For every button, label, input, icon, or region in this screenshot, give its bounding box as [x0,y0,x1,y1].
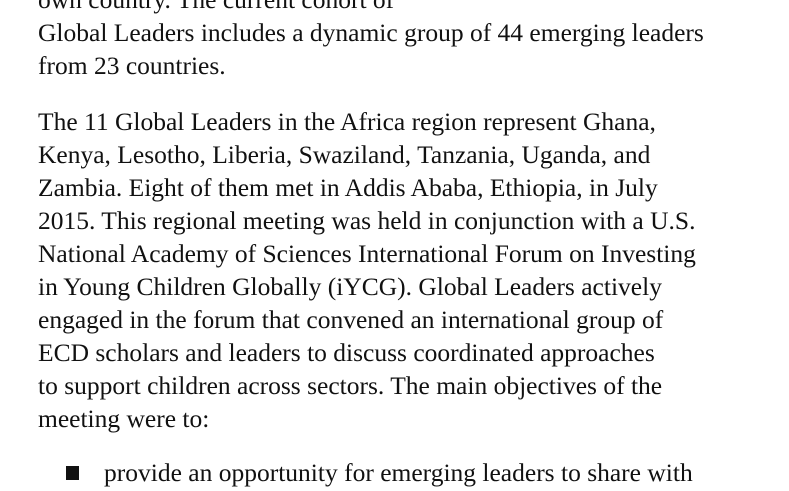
text-line: National Academy of Sciences Internation… [38,239,696,268]
objectives-list: provide an opportunity for emerging lead… [38,456,704,489]
text-line: The 11 Global Leaders in the Africa regi… [38,107,656,136]
list-item-text: provide an opportunity for emerging lead… [104,458,693,487]
paragraph-africa-region: The 11 Global Leaders in the Africa regi… [38,105,704,435]
text-line: Kenya, Lesotho, Liberia, Swaziland, Tanz… [38,140,651,169]
text-line: from 23 countries. [38,51,226,80]
paragraph-cohort: own country. The current cohort of Globa… [38,0,704,82]
text-line: 2015. This regional meeting was held in … [38,206,696,235]
document-body: own country. The current cohort of Globa… [38,0,704,489]
list-item: provide an opportunity for emerging lead… [38,456,704,489]
square-bullet-icon [66,466,79,480]
text-line: ECD scholars and leaders to discuss coor… [38,338,655,367]
text-line: to support children across sectors. The … [38,371,663,400]
text-line: Zambia. Eight of them met in Addis Ababa… [38,173,658,202]
text-line: own country. The current cohort of [38,0,704,16]
text-line: in Young Children Globally (iYCG). Globa… [38,272,662,301]
text-line: engaged in the forum that convened an in… [38,305,664,334]
text-line: Global Leaders includes a dynamic group … [38,18,704,47]
text-line: meeting were to: [38,404,210,433]
